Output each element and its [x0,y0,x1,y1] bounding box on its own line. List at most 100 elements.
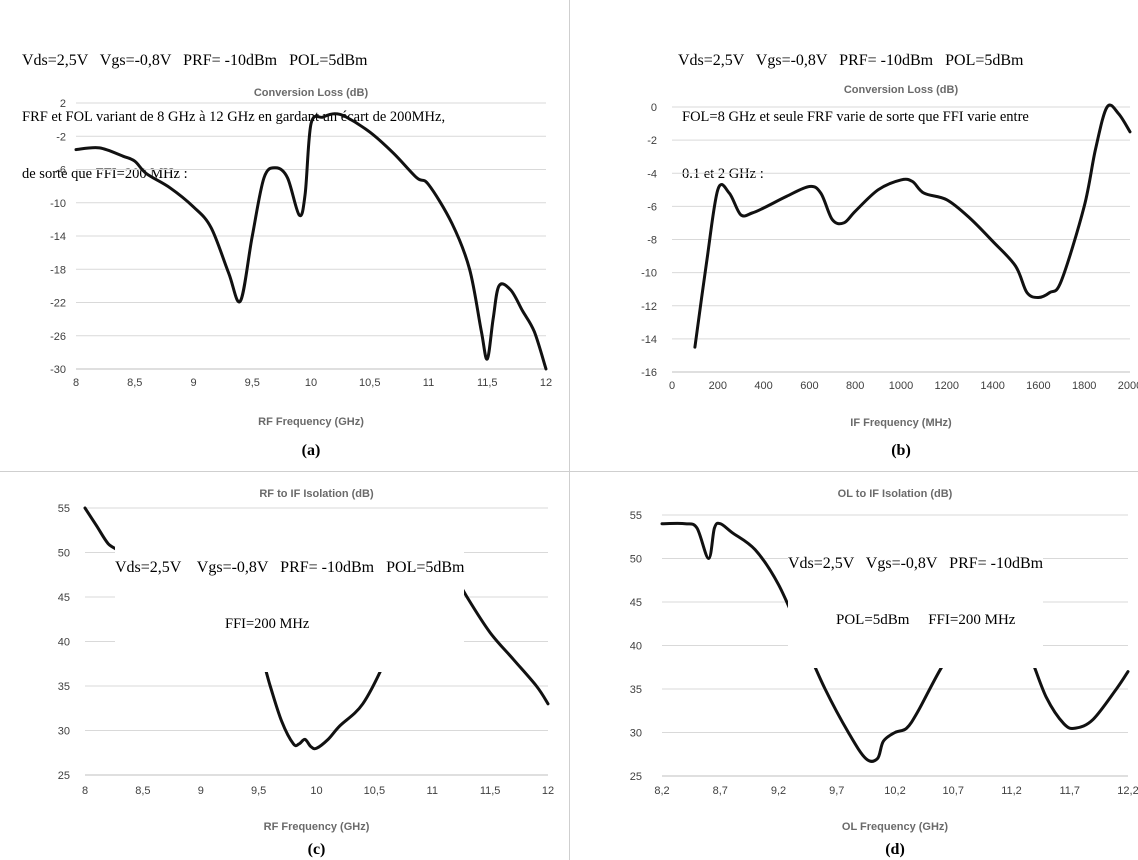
y-tick-label: -2 [647,135,657,147]
x-tick-label: 200 [709,380,727,392]
condition-line: Vds=2,5V Vgs=-0,8V PRF= -10dBm [788,555,1044,572]
subfigure-label: (d) [885,841,905,858]
x-tick-label: 11,5 [480,785,501,797]
x-tick-label: 8 [82,785,88,797]
chart-title: RF to IF Isolation (dB) [259,488,374,500]
y-tick-label: 45 [630,597,642,609]
x-tick-label: 1200 [935,380,959,392]
subfigure-label: (a) [302,442,321,459]
chart-title: OL to IF Isolation (dB) [838,488,953,500]
y-tick-label: -12 [641,301,657,313]
x-tick-label: 1600 [1026,380,1050,392]
condition-line: 0.1 et 2 GHz : [682,166,764,182]
condition-line: FRF et FOL variant de 8 GHz à 12 GHz en … [22,109,446,125]
subfigure-label: (c) [308,841,326,858]
x-tick-label: 9,2 [771,785,786,797]
y-tick-label: 55 [630,510,642,522]
y-tick-label: 50 [630,554,642,566]
x-tick-label: 11 [427,785,438,797]
y-tick-label: 40 [630,641,642,653]
x-tick-label: 10,5 [364,785,385,797]
panel-d: OL to IF Isolation (dB) 55 50 45 40 35 30 25 8,2… [570,472,1138,860]
x-tick-label: 11,7 [1059,785,1080,797]
y-tick-label: -30 [50,364,66,376]
x-tick-label: 11,5 [477,377,498,389]
x-tick-label: 8,2 [654,785,669,797]
y-tick-label: -18 [50,264,66,276]
y-tick-label: -26 [50,331,66,343]
conditions-c: Vds=2,5V Vgs=-0,8V PRF= -10dBm POL=5dBm … [115,520,465,672]
condition-line: FFI=200 MHz [225,616,310,632]
y-tick-label: 0 [651,102,657,114]
y-tick-label: -4 [647,168,657,180]
x-tick-label: 1400 [980,380,1004,392]
x-axis-title: RF Frequency (GHz) [264,821,370,833]
y-tick-label: -10 [641,268,657,280]
chart-title: Conversion Loss (dB) [844,84,959,96]
x-tick-label: 10 [305,377,317,389]
x-tick-label: 2000 [1118,380,1138,392]
x-tick-label: 9,5 [245,377,260,389]
x-tick-label: 8,5 [135,785,150,797]
x-tick-label: 8,7 [713,785,728,797]
y-tick-label: -22 [50,298,66,310]
x-axis-title: OL Frequency (GHz) [842,821,948,833]
panel-b: Vds=2,5V Vgs=-0,8V PRF= -10dBm POL=5dBm … [570,0,1138,471]
conditions-d: Vds=2,5V Vgs=-0,8V PRF= -10dBm POL=5dBm … [788,516,1044,668]
x-tick-label: 10,7 [943,785,964,797]
conditions-b: Vds=2,5V Vgs=-0,8V PRF= -10dBm POL=5dBm … [678,13,1029,222]
y-tick-label: -8 [647,235,657,247]
y-tick-label: 40 [58,637,70,649]
x-axis-title: IF Frequency (MHz) [850,417,952,429]
condition-line: Vds=2,5V Vgs=-0,8V PRF= -10dBm POL=5dBm [115,559,465,576]
y-tick-label: 30 [58,726,70,738]
y-tick-label: 55 [58,503,70,515]
x-tick-label: 11 [423,377,434,389]
x-tick-label: 12,2 [1117,785,1138,797]
x-tick-label: 1000 [889,380,913,392]
x-tick-label: 8 [73,377,79,389]
x-tick-label: 12 [540,377,552,389]
panel-c: RF to IF Isolation (dB) 55 50 45 40 35 30 25 8 8,… [0,472,569,860]
chart-title: Conversion Loss (dB) [254,87,369,99]
condition-line: Vds=2,5V Vgs=-0,8V PRF= -10dBm POL=5dBm [22,52,368,69]
subfigure-label: (b) [891,442,911,459]
x-tick-label: 10 [310,785,322,797]
y-tick-label: -6 [647,201,657,213]
chart-a: Conversion Loss (dB) 2 -2 -6 -10 -14 -18 -22 -26… [50,87,552,459]
y-tick-label: -10 [50,198,66,210]
x-tick-label: 8,5 [127,377,142,389]
x-tick-label: 9 [190,377,196,389]
chart-b: Conversion Loss (dB) 0 -2 -4 -6 -8 -10 -12 -14 -1… [641,84,1138,459]
x-tick-label: 9,7 [829,785,844,797]
condition-line: Vds=2,5V Vgs=-0,8V PRF= -10dBm POL=5dBm [678,52,1024,69]
x-axis-title: RF Frequency (GHz) [258,416,364,428]
y-tick-label: 50 [58,548,70,560]
x-tick-label: 1800 [1072,380,1096,392]
x-tick-label: 9,5 [251,785,266,797]
x-tick-label: 10,5 [359,377,380,389]
y-tick-label: -6 [56,165,66,177]
y-tick-label: 35 [630,684,642,696]
horizontal-divider [0,471,1138,472]
y-tick-label: 2 [60,98,66,110]
y-tick-label: -14 [641,334,657,346]
chart-c: RF to IF Isolation (dB) 55 50 45 40 35 30 25 8 8,… [58,488,554,858]
x-tick-label: 10,2 [884,785,905,797]
x-tick-label: 400 [754,380,772,392]
x-tick-label: 12 [542,785,554,797]
data-series-line [693,103,1132,349]
data-series-line [74,112,548,371]
condition-line: FOL=8 GHz et seule FRF varie de sorte qu… [682,109,1029,125]
y-tick-label: -16 [641,367,657,379]
data-series-line [660,521,1130,763]
y-tick-label: -14 [50,231,66,243]
x-tick-label: 800 [846,380,864,392]
x-tick-label: 600 [800,380,818,392]
y-tick-label: 25 [630,771,642,783]
y-tick-label: 45 [58,592,70,604]
y-tick-label: 35 [58,681,70,693]
y-tick-label: -2 [56,131,66,143]
x-tick-label: 11,2 [1001,785,1022,797]
x-tick-label: 0 [669,380,675,392]
